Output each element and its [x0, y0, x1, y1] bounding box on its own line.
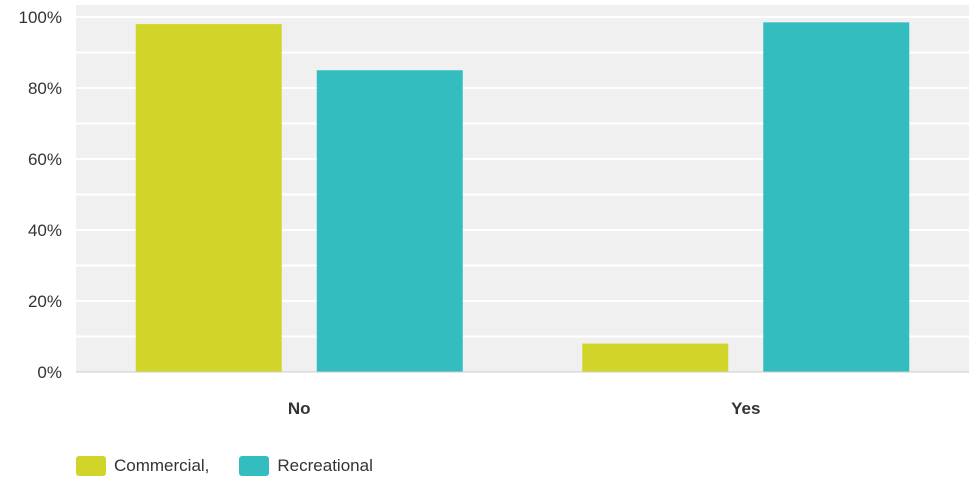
y-tick-label: 60%: [28, 150, 62, 169]
y-tick-label: 20%: [28, 292, 62, 311]
bar-commercial-yes[interactable]: [582, 343, 729, 372]
legend: Commercial, Recreational: [76, 456, 403, 476]
y-tick-label: 100%: [19, 8, 62, 27]
legend-swatch-commercial: [76, 456, 106, 476]
y-tick-label: 80%: [28, 79, 62, 98]
bars: [135, 22, 910, 372]
bar-recreational-yes[interactable]: [763, 22, 910, 372]
legend-label-commercial: Commercial,: [114, 456, 210, 475]
legend-item-recreational[interactable]: Recreational: [239, 456, 373, 476]
legend-item-commercial[interactable]: Commercial,: [76, 456, 209, 476]
x-tick-label: Yes: [731, 399, 760, 418]
legend-label-recreational: Recreational: [277, 456, 373, 475]
y-tick-label: 40%: [28, 221, 62, 240]
bar-recreational-no[interactable]: [316, 70, 463, 372]
legend-swatch-recreational: [239, 456, 270, 476]
x-tick-label: No: [288, 399, 311, 418]
bar-commercial-no[interactable]: [135, 24, 282, 372]
y-axis: 0% 20% 40% 60% 80% 100%: [19, 8, 62, 382]
y-tick-label: 0%: [37, 363, 62, 382]
x-axis: No Yes: [288, 399, 760, 418]
